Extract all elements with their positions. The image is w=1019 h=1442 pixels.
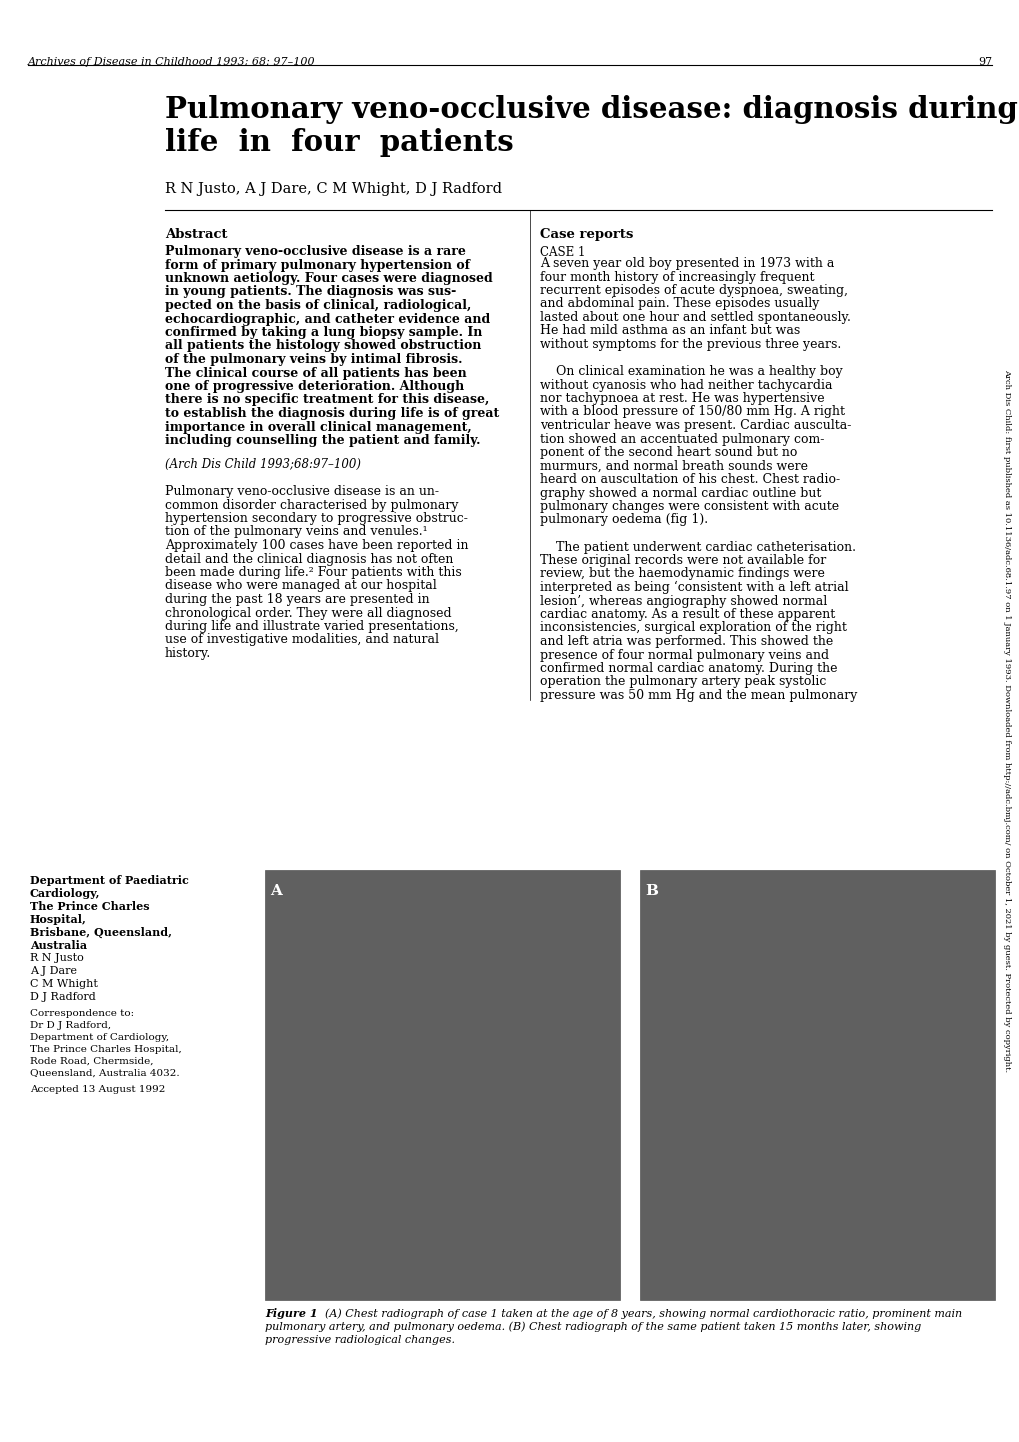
Text: operation the pulmonary artery peak systolic: operation the pulmonary artery peak syst… <box>539 675 825 688</box>
Text: Department of Cardiology,: Department of Cardiology, <box>30 1032 169 1043</box>
Text: disease who were managed at our hospital: disease who were managed at our hospital <box>165 580 436 593</box>
Text: pulmonary changes were consistent with acute: pulmonary changes were consistent with a… <box>539 500 839 513</box>
Text: Hospital,: Hospital, <box>30 914 87 924</box>
Text: These original records were not available for: These original records were not availabl… <box>539 554 825 567</box>
Text: tion of the pulmonary veins and venules.¹: tion of the pulmonary veins and venules.… <box>165 525 427 538</box>
Text: during the past 18 years are presented in: during the past 18 years are presented i… <box>165 593 429 606</box>
Text: and abdominal pain. These episodes usually: and abdominal pain. These episodes usual… <box>539 297 818 310</box>
Text: lasted about one hour and settled spontaneously.: lasted about one hour and settled sponta… <box>539 311 850 324</box>
Text: Department of Paediatric: Department of Paediatric <box>30 875 189 885</box>
Text: one of progressive deterioration. Although: one of progressive deterioration. Althou… <box>165 381 464 394</box>
Text: Archives of Disease in Childhood 1993; 68: 97–100: Archives of Disease in Childhood 1993; 6… <box>28 58 315 66</box>
Text: pulmonary oedema (fig 1).: pulmonary oedema (fig 1). <box>539 513 707 526</box>
Text: common disorder characterised by pulmonary: common disorder characterised by pulmona… <box>165 499 459 512</box>
Text: unknown aetiology. Four cases were diagnosed: unknown aetiology. Four cases were diagn… <box>165 273 492 286</box>
Text: nor tachypnoea at rest. He was hypertensive: nor tachypnoea at rest. He was hypertens… <box>539 392 823 405</box>
Text: Pulmonary veno-occlusive disease: diagnosis during: Pulmonary veno-occlusive disease: diagno… <box>165 95 1017 124</box>
Text: use of investigative modalities, and natural: use of investigative modalities, and nat… <box>165 633 438 646</box>
Text: presence of four normal pulmonary veins and: presence of four normal pulmonary veins … <box>539 649 828 662</box>
Text: The clinical course of all patients has been: The clinical course of all patients has … <box>165 366 467 379</box>
Text: On clinical examination he was a healthy boy: On clinical examination he was a healthy… <box>539 365 842 378</box>
Text: of the pulmonary veins by intimal fibrosis.: of the pulmonary veins by intimal fibros… <box>165 353 462 366</box>
Text: Cardiology,: Cardiology, <box>30 888 101 898</box>
Text: confirmed by taking a lung biopsy sample. In: confirmed by taking a lung biopsy sample… <box>165 326 482 339</box>
Text: A seven year old boy presented in 1973 with a: A seven year old boy presented in 1973 w… <box>539 257 834 270</box>
Text: recurrent episodes of acute dyspnoea, sweating,: recurrent episodes of acute dyspnoea, sw… <box>539 284 847 297</box>
Text: interpreted as being ‘consistent with a left atrial: interpreted as being ‘consistent with a … <box>539 581 848 594</box>
Text: Case reports: Case reports <box>539 228 633 241</box>
Text: chronological order. They were all diagnosed: chronological order. They were all diagn… <box>165 607 451 620</box>
Text: detail and the clinical diagnosis has not often: detail and the clinical diagnosis has no… <box>165 552 452 565</box>
Text: confirmed normal cardiac anatomy. During the: confirmed normal cardiac anatomy. During… <box>539 662 837 675</box>
Text: Rode Road, Chermside,: Rode Road, Chermside, <box>30 1057 153 1066</box>
Text: He had mild asthma as an infant but was: He had mild asthma as an infant but was <box>539 324 800 337</box>
Text: Arch Dis Child: first published as 10.1136/adc.68.1.97 on 1 January 1993. Downlo: Arch Dis Child: first published as 10.11… <box>1002 369 1010 1073</box>
Text: pressure was 50 mm Hg and the mean pulmonary: pressure was 50 mm Hg and the mean pulmo… <box>539 689 857 702</box>
Text: importance in overall clinical management,: importance in overall clinical managemen… <box>165 421 472 434</box>
Text: Brisbane, Queensland,: Brisbane, Queensland, <box>30 927 172 939</box>
Text: Pulmonary veno-occlusive disease is a rare: Pulmonary veno-occlusive disease is a ra… <box>165 245 466 258</box>
Text: review, but the haemodynamic findings were: review, but the haemodynamic findings we… <box>539 568 824 581</box>
Text: B: B <box>644 884 657 898</box>
Text: to establish the diagnosis during life is of great: to establish the diagnosis during life i… <box>165 407 498 420</box>
Text: The patient underwent cardiac catheterisation.: The patient underwent cardiac catheteris… <box>539 541 855 554</box>
Text: cardiac anatomy. As a result of these apparent: cardiac anatomy. As a result of these ap… <box>539 609 835 622</box>
Text: pected on the basis of clinical, radiological,: pected on the basis of clinical, radiolo… <box>165 298 471 311</box>
Text: hypertension secondary to progressive obstruc-: hypertension secondary to progressive ob… <box>165 512 468 525</box>
Text: Correspondence to:: Correspondence to: <box>30 1009 133 1018</box>
Text: tion showed an accentuated pulmonary com-: tion showed an accentuated pulmonary com… <box>539 433 823 446</box>
Text: progressive radiological changes.: progressive radiological changes. <box>265 1335 454 1345</box>
Text: Accepted 13 August 1992: Accepted 13 August 1992 <box>30 1084 165 1094</box>
Text: Queensland, Australia 4032.: Queensland, Australia 4032. <box>30 1069 179 1079</box>
Text: ventricular heave was present. Cardiac ausculta-: ventricular heave was present. Cardiac a… <box>539 420 851 433</box>
Text: inconsistencies, surgical exploration of the right: inconsistencies, surgical exploration of… <box>539 622 846 634</box>
Text: with a blood pressure of 150/80 mm Hg. A right: with a blood pressure of 150/80 mm Hg. A… <box>539 405 844 418</box>
Text: (Arch Dis Child 1993;68:97–100): (Arch Dis Child 1993;68:97–100) <box>165 459 361 472</box>
Text: all patients the histology showed obstruction: all patients the histology showed obstru… <box>165 339 481 352</box>
Text: heard on auscultation of his chest. Chest radio-: heard on auscultation of his chest. Ches… <box>539 473 840 486</box>
Text: form of primary pulmonary hypertension of: form of primary pulmonary hypertension o… <box>165 258 470 271</box>
Text: life  in  four  patients: life in four patients <box>165 128 514 157</box>
Text: graphy showed a normal cardiac outline but: graphy showed a normal cardiac outline b… <box>539 486 820 499</box>
Text: Pulmonary veno-occlusive disease is an un-: Pulmonary veno-occlusive disease is an u… <box>165 485 438 497</box>
Text: four month history of increasingly frequent: four month history of increasingly frequ… <box>539 271 814 284</box>
Bar <box>265 870 620 1301</box>
Text: Australia: Australia <box>30 940 87 952</box>
Text: C M Whight: C M Whight <box>30 979 98 989</box>
Text: The Prince Charles: The Prince Charles <box>30 901 150 911</box>
Text: in young patients. The diagnosis was sus-: in young patients. The diagnosis was sus… <box>165 286 455 298</box>
Text: echocardiographic, and catheter evidence and: echocardiographic, and catheter evidence… <box>165 313 490 326</box>
Text: history.: history. <box>165 647 211 660</box>
Text: there is no specific treatment for this disease,: there is no specific treatment for this … <box>165 394 489 407</box>
Text: A: A <box>270 884 281 898</box>
Text: CASE 1: CASE 1 <box>539 247 585 260</box>
Text: including counselling the patient and family.: including counselling the patient and fa… <box>165 434 480 447</box>
Text: without cyanosis who had neither tachycardia: without cyanosis who had neither tachyca… <box>539 378 832 391</box>
Text: Approximately 100 cases have been reported in: Approximately 100 cases have been report… <box>165 539 468 552</box>
Text: and left atria was performed. This showed the: and left atria was performed. This showe… <box>539 634 833 647</box>
Text: ponent of the second heart sound but no: ponent of the second heart sound but no <box>539 446 797 459</box>
Text: been made during life.² Four patients with this: been made during life.² Four patients wi… <box>165 567 462 580</box>
Text: (A) Chest radiograph of case 1 taken at the age of 8 years, showing normal cardi: (A) Chest radiograph of case 1 taken at … <box>318 1308 961 1318</box>
Text: pulmonary artery, and pulmonary oedema. (B) Chest radiograph of the same patient: pulmonary artery, and pulmonary oedema. … <box>265 1321 920 1332</box>
Text: without symptoms for the previous three years.: without symptoms for the previous three … <box>539 337 841 350</box>
Bar <box>639 870 994 1301</box>
Text: lesion’, whereas angiography showed normal: lesion’, whereas angiography showed norm… <box>539 594 826 607</box>
Text: D J Radford: D J Radford <box>30 992 96 1002</box>
Text: during life and illustrate varied presentations,: during life and illustrate varied presen… <box>165 620 459 633</box>
Text: Figure 1: Figure 1 <box>265 1308 317 1319</box>
Text: Dr D J Radford,: Dr D J Radford, <box>30 1021 111 1030</box>
Text: murmurs, and normal breath sounds were: murmurs, and normal breath sounds were <box>539 460 807 473</box>
Text: R N Justo, A J Dare, C M Whight, D J Radford: R N Justo, A J Dare, C M Whight, D J Rad… <box>165 182 501 196</box>
Text: The Prince Charles Hospital,: The Prince Charles Hospital, <box>30 1045 181 1054</box>
Text: R N Justo: R N Justo <box>30 953 84 963</box>
Text: A J Dare: A J Dare <box>30 966 76 976</box>
Text: 97: 97 <box>977 58 991 66</box>
Text: Abstract: Abstract <box>165 228 227 241</box>
